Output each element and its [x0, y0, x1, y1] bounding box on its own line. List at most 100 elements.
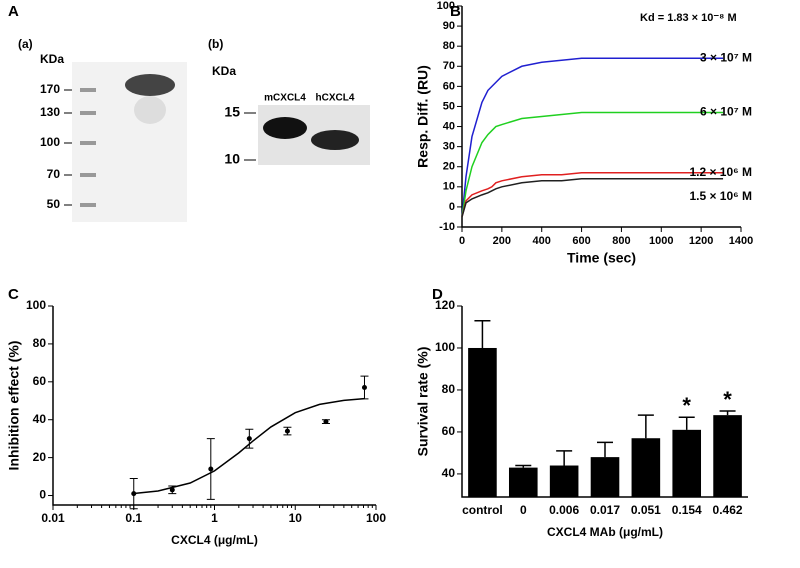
y-tick-label: 90: [443, 20, 455, 32]
y-tick-label: 50: [443, 100, 455, 112]
x-tick-label: 10: [289, 511, 303, 525]
y-tick-label: 70: [443, 60, 455, 72]
point: [323, 419, 329, 425]
point: [284, 428, 290, 434]
unit-label: KDa: [212, 64, 236, 78]
legend-label: 1.5 × 10⁶ M: [689, 189, 752, 203]
y-tick-label: 80: [33, 336, 47, 350]
lane-label: mCXCL4: [264, 93, 306, 104]
legend-label: 3 × 10⁷ M: [700, 50, 752, 64]
error-bar: [556, 450, 573, 466]
x-tick-label: 1200: [689, 235, 713, 247]
y-tick-label: 40: [443, 120, 455, 132]
y-tick-label: 10: [443, 181, 455, 193]
bar: [713, 415, 742, 497]
ladder-band: [80, 111, 96, 115]
x-tick-label: 0: [520, 503, 527, 517]
lane-label: hCXCL4: [316, 93, 355, 104]
ladder-band: [80, 88, 96, 92]
series-line: [461, 178, 724, 218]
x-axis-label: CXCL4 (μg/mL): [171, 533, 258, 547]
error-bar: [637, 414, 654, 439]
y-axis-label: Inhibition effect (%): [6, 341, 22, 471]
x-tick-label: 0.1: [125, 511, 142, 525]
y-tick-label: 100: [437, 0, 455, 12]
error-bar: [719, 410, 736, 416]
x-tick-label: 1: [211, 511, 218, 525]
y-tick-label: 120: [435, 298, 455, 312]
point: [246, 436, 252, 442]
axes: [52, 306, 376, 506]
annotation: Kd = 1.83 × 10⁻⁸ M: [640, 12, 737, 24]
point: [361, 384, 367, 390]
sub-label: (b): [208, 37, 223, 51]
bar: [631, 438, 661, 497]
x-tick-label: 600: [572, 235, 590, 247]
y-axis-label: Survival rate (%): [415, 347, 431, 457]
x-axis-label: Time (sec): [567, 250, 636, 266]
x-tick-label: 0.017: [590, 503, 620, 517]
fit-curve: [133, 397, 365, 495]
x-tick-label: 400: [533, 235, 551, 247]
x-axis-label: CXCL4 MAb (μg/mL): [547, 525, 663, 539]
significance: *: [682, 393, 691, 418]
x-tick-label: control: [462, 503, 503, 517]
blot-band: [263, 117, 307, 139]
point: [169, 487, 175, 493]
marker-label: 10: [224, 151, 240, 167]
bar: [672, 429, 702, 497]
panel-label: A: [8, 3, 19, 20]
marker-label: 100: [40, 135, 60, 149]
panel-label: D: [432, 286, 443, 303]
error-bar: [678, 416, 695, 430]
error-bar: [474, 319, 491, 348]
sub-label: (a): [18, 37, 33, 51]
ladder-band: [80, 173, 96, 177]
y-axis-label: Resp. Diff. (RU): [415, 65, 431, 168]
y-tick-label: 100: [435, 340, 455, 354]
x-tick-label: 0.01: [41, 511, 65, 525]
y-tick-label: -10: [439, 221, 455, 233]
x-tick-label: 0.154: [672, 503, 702, 517]
x-tick-label: 1400: [729, 235, 753, 247]
bar: [549, 465, 579, 497]
y-tick-label: 80: [442, 382, 456, 396]
ladder-band: [80, 203, 96, 207]
error-bar: [597, 441, 613, 458]
panel-label: C: [8, 286, 19, 303]
bar: [508, 467, 538, 497]
y-tick-label: 80: [443, 40, 455, 52]
x-tick-label: 200: [493, 235, 511, 247]
y-tick-label: 60: [443, 80, 455, 92]
blot-band: [311, 130, 359, 150]
y-tick-label: 60: [442, 424, 456, 438]
x-tick-label: 0.051: [631, 503, 661, 517]
x-tick-label: 0: [459, 235, 465, 247]
y-tick-label: 40: [442, 466, 456, 480]
x-tick-label: 1000: [649, 235, 673, 247]
series-line: [461, 57, 724, 218]
y-tick-label: 0: [449, 201, 455, 213]
y-tick-label: 100: [26, 298, 46, 312]
x-tick-label: 0.006: [549, 503, 579, 517]
x-tick-label: 0.462: [713, 503, 743, 517]
x-tick-label: 100: [366, 511, 386, 525]
significance: *: [723, 387, 732, 412]
legend-label: 1.2 × 10⁶ M: [689, 165, 752, 179]
point: [131, 491, 137, 497]
marker-label: 50: [47, 197, 61, 211]
marker-label: 170: [40, 82, 60, 96]
bar: [468, 347, 497, 497]
panel-label: B: [450, 3, 461, 20]
bar: [590, 457, 620, 497]
gel-smear: [134, 96, 166, 124]
unit-label: KDa: [40, 52, 64, 66]
marker-label: 70: [47, 167, 61, 181]
marker-label: 15: [224, 104, 240, 120]
x-tick-label: 800: [612, 235, 630, 247]
ladder-band: [80, 141, 96, 145]
error-bar: [515, 464, 532, 468]
series-line: [461, 172, 724, 218]
y-tick-label: 40: [33, 412, 47, 426]
